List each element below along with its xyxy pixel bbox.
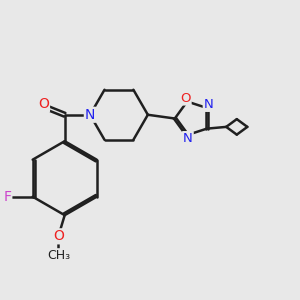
Text: N: N (85, 108, 95, 122)
Text: O: O (180, 92, 190, 104)
Text: N: N (183, 132, 193, 145)
Text: N: N (204, 98, 214, 111)
Text: O: O (53, 229, 64, 243)
Text: F: F (3, 190, 11, 204)
Text: O: O (38, 97, 49, 111)
Text: CH₃: CH₃ (47, 249, 70, 262)
